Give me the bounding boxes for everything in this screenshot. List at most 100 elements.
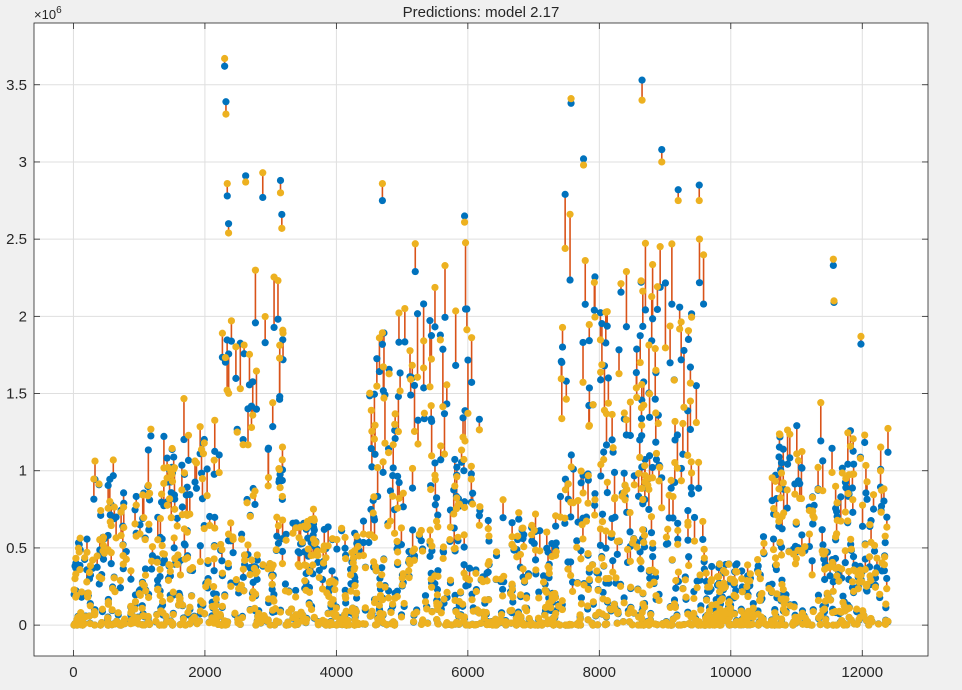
predicted-point <box>645 620 653 629</box>
predicted-point <box>131 616 139 624</box>
true-point <box>557 357 565 365</box>
true-point <box>673 431 681 439</box>
predicted-point <box>664 621 672 629</box>
true-point <box>378 340 387 348</box>
predicted-point <box>218 545 226 554</box>
y-exponent-label: ×106 <box>34 5 62 22</box>
predicted-point <box>472 569 480 577</box>
predicted-point <box>159 550 167 558</box>
true-point <box>695 181 703 189</box>
true-point <box>411 267 419 276</box>
predicted-point <box>414 440 422 448</box>
predicted-point <box>839 619 847 627</box>
predicted-point <box>867 538 875 546</box>
predicted-point <box>104 614 112 622</box>
predicted-point <box>250 564 259 572</box>
true-point <box>558 343 567 351</box>
predicted-point <box>162 612 170 620</box>
predicted-point <box>502 621 510 629</box>
true-point <box>622 323 631 331</box>
predicted-point <box>789 621 797 629</box>
predicted-point <box>431 283 439 292</box>
predicted-point <box>170 465 178 473</box>
true-point <box>210 590 218 598</box>
predicted-point <box>323 589 331 597</box>
predicted-point <box>341 610 349 619</box>
predicted-point <box>640 603 649 611</box>
predicted-point <box>284 621 293 629</box>
predicted-point <box>725 560 733 568</box>
predicted-point <box>567 463 575 471</box>
true-point <box>276 176 285 185</box>
predicted-point <box>446 576 455 584</box>
predicted-point <box>690 594 698 603</box>
true-point <box>596 541 605 549</box>
predicted-point <box>781 608 789 617</box>
predicted-point <box>413 608 421 616</box>
predicted-point <box>604 399 612 407</box>
predicted-point <box>468 620 476 628</box>
predicted-point <box>778 580 786 589</box>
true-point <box>708 562 716 571</box>
predicted-point <box>359 620 367 628</box>
true-point <box>485 537 493 545</box>
true-point <box>112 513 120 521</box>
predicted-point <box>750 610 758 619</box>
true-point <box>615 346 623 354</box>
predicted-point <box>638 421 646 429</box>
true-point <box>632 368 640 377</box>
predicted-point <box>431 471 439 479</box>
predicted-point <box>668 240 676 248</box>
predicted-point <box>679 585 687 593</box>
predicted-point <box>453 473 461 481</box>
true-point <box>597 376 605 384</box>
predicted-point <box>639 287 647 295</box>
true-point <box>862 489 870 497</box>
true-point <box>881 539 889 547</box>
predicted-point <box>554 620 562 628</box>
predicted-point <box>858 501 867 509</box>
predicted-point <box>221 54 229 63</box>
predicted-point <box>527 621 535 629</box>
predicted-point <box>183 554 192 562</box>
predicted-point <box>543 528 551 536</box>
true-point <box>227 337 235 345</box>
predicted-point <box>757 613 765 621</box>
predicted-point <box>596 525 605 533</box>
predicted-point <box>460 455 468 464</box>
predicted-point <box>160 479 168 488</box>
predicted-point <box>869 491 878 499</box>
predicted-point <box>522 607 531 615</box>
predicted-point <box>833 621 841 629</box>
predicted-point <box>145 593 153 602</box>
true-point <box>577 479 585 487</box>
predicted-point <box>785 548 793 556</box>
true-point <box>848 484 857 492</box>
predicted-point <box>221 592 229 600</box>
true-point <box>833 507 841 516</box>
predicted-point <box>481 596 489 604</box>
predicted-point <box>292 611 300 619</box>
true-point <box>244 405 252 413</box>
predicted-point <box>452 505 461 513</box>
true-point <box>694 484 703 492</box>
predicted-point <box>472 587 480 596</box>
true-point <box>132 492 140 501</box>
predicted-point <box>624 545 632 554</box>
true-point <box>858 522 867 530</box>
predicted-point <box>369 509 377 517</box>
predicted-point <box>400 599 408 608</box>
predicted-point <box>628 621 636 629</box>
true-point <box>674 519 682 527</box>
true-point <box>685 553 693 561</box>
predicted-point <box>169 610 177 619</box>
predicted-point <box>798 609 807 617</box>
predicted-point <box>353 532 361 540</box>
predicted-point <box>131 597 140 606</box>
predicted-point <box>649 260 657 269</box>
true-point <box>820 555 828 563</box>
true-point <box>389 471 397 480</box>
predicted-point <box>420 337 428 345</box>
predicted-point <box>452 307 460 315</box>
predicted-point <box>210 543 218 551</box>
